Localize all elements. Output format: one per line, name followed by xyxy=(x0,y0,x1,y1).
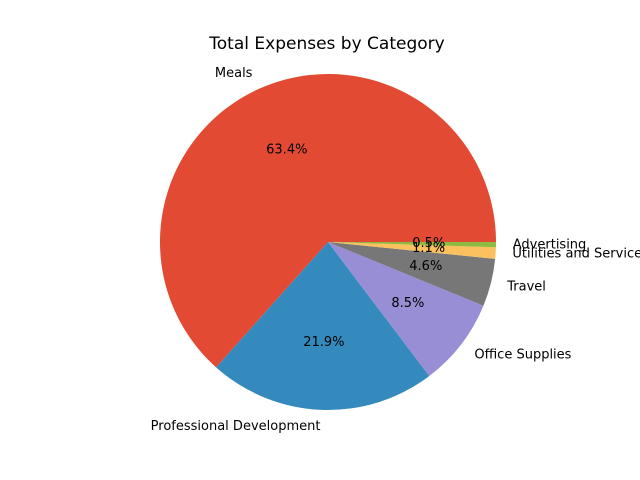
pie-slice-meals xyxy=(159,73,496,368)
slice-label-professional-development: Professional Development xyxy=(151,419,321,434)
slice-percent-utilities-and-services: 1.1% xyxy=(412,241,445,256)
slice-label-meals: Meals xyxy=(215,66,253,81)
slice-label-utilities-and-services: Utilities and Services xyxy=(512,247,640,262)
pie-slice-travel xyxy=(328,242,496,306)
slice-percent-advertising: 0.5% xyxy=(412,236,445,251)
slice-label-travel: Travel xyxy=(506,279,546,294)
slice-percent-meals: 63.4% xyxy=(266,143,307,158)
slice-percent-travel: 4.6% xyxy=(409,259,442,274)
pie-slices xyxy=(159,73,496,411)
pie-labels: Meals 63.4% Professional Development 21.9% O… xyxy=(151,66,640,434)
slice-percent-professional-development: 21.9% xyxy=(303,335,344,350)
slice-label-advertising: Advertising xyxy=(513,237,587,252)
pie-slice-professional-development xyxy=(216,242,430,411)
pie-slice-advertising xyxy=(328,242,496,248)
pie-slice-utilities-and-services xyxy=(328,242,496,259)
pie-slice-office-supplies xyxy=(328,242,484,377)
slice-percent-office-supplies: 8.5% xyxy=(391,296,424,311)
chart-title: Total Expenses by Category xyxy=(208,34,444,54)
slice-label-office-supplies: Office Supplies xyxy=(474,347,571,362)
